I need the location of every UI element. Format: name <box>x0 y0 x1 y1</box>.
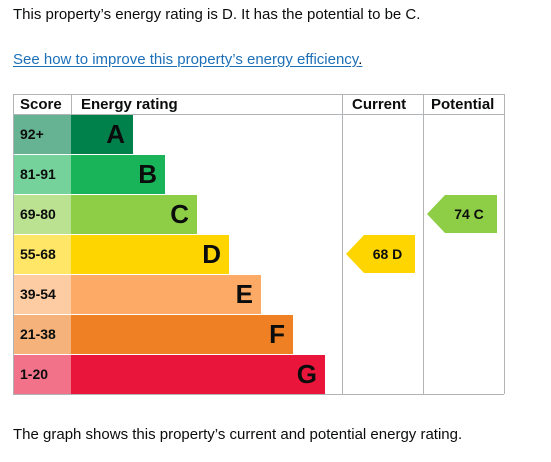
header-score: Score <box>20 96 62 113</box>
rating-letter-b: B <box>138 159 157 189</box>
chart-grid <box>13 94 505 395</box>
score-range-d: 55-68 <box>20 246 56 262</box>
rating-letter-e: E <box>236 279 253 309</box>
improve-efficiency-link-text[interactable]: See how to improve this property’s energ… <box>13 51 359 68</box>
score-cell-e <box>14 275 71 314</box>
rating-bar-b <box>71 155 165 194</box>
score-range-b: 81-91 <box>20 166 56 182</box>
rating-bar-e <box>71 275 261 314</box>
score-range-f: 21-38 <box>20 326 56 342</box>
rating-bar-a <box>71 115 133 154</box>
score-range-g: 1-20 <box>20 366 48 382</box>
score-cell-b <box>14 155 71 194</box>
rating-letter-d: D <box>202 239 221 269</box>
link-suffix: . <box>358 51 363 68</box>
current-rating-label: 68 D <box>373 246 403 262</box>
score-range-e: 39-54 <box>20 286 56 302</box>
improve-efficiency-link[interactable]: See how to improve this property’s energ… <box>13 51 362 68</box>
potential-rating-arrow <box>427 195 497 233</box>
score-cell-a <box>14 115 71 154</box>
score-range-c: 69-80 <box>20 206 56 222</box>
footer-text: The graph shows this property’s current … <box>13 426 463 443</box>
rating-markers: 68 D 74 C <box>346 195 497 273</box>
header-energy-rating: Energy rating <box>81 96 178 113</box>
rating-letter-g: G <box>297 359 317 389</box>
rating-letter-c: C <box>170 199 189 229</box>
score-cell-f <box>14 315 71 354</box>
score-cell-d <box>14 235 71 274</box>
score-cell-g <box>14 355 71 394</box>
rating-bar-f <box>71 315 293 354</box>
rating-letter-f: F <box>269 319 285 349</box>
rating-bar-c <box>71 195 197 234</box>
rating-bands: 92+ A 81-91 B 69-80 C 55-68 D 39-54 E 21-38 F 1-20 G <box>14 115 325 394</box>
header-current: Current <box>352 96 406 113</box>
rating-bar-g <box>71 355 325 394</box>
rating-bar-d <box>71 235 229 274</box>
intro-text: This property’s energy rating is D. It h… <box>13 6 421 23</box>
potential-rating-label: 74 C <box>454 206 484 222</box>
score-range-a: 92+ <box>20 126 44 142</box>
current-rating-arrow <box>346 235 415 273</box>
rating-letter-a: A <box>106 119 125 149</box>
header-potential: Potential <box>431 96 494 113</box>
score-cell-c <box>14 195 71 234</box>
